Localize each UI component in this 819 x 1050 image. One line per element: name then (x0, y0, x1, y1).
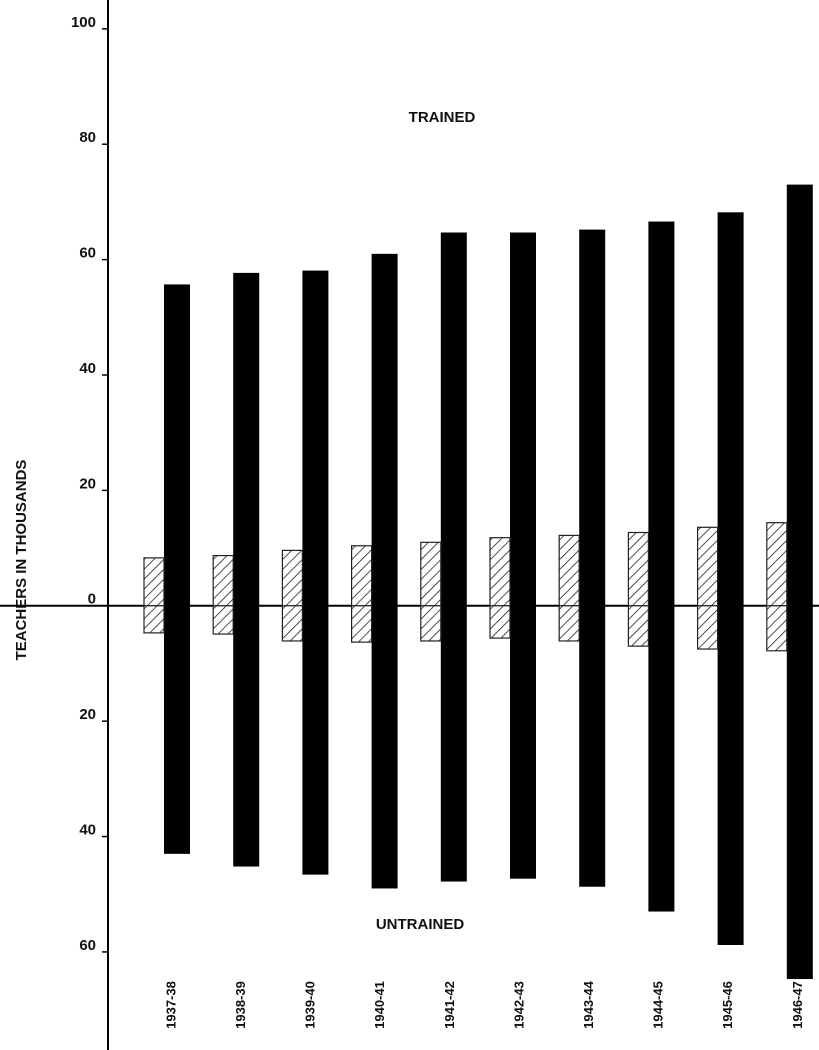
x-tick-label: 1940-41 (372, 981, 387, 1029)
bar (786, 605, 813, 980)
x-tick-label: 1946-47 (790, 981, 805, 1029)
x-tick-label: 1939-40 (303, 981, 318, 1029)
bar (489, 605, 511, 639)
bar (351, 545, 373, 607)
bar (579, 605, 606, 887)
y-tick-label: 40 (79, 822, 96, 839)
bar (281, 605, 303, 642)
y-tick-label: 20 (79, 706, 96, 723)
y-tick-label: 80 (79, 129, 96, 146)
bar (510, 605, 536, 879)
x-tick-label: 1938-39 (233, 981, 248, 1029)
bar (510, 232, 536, 606)
bar (627, 531, 650, 607)
bar (648, 221, 675, 606)
bar (440, 232, 467, 606)
x-tick-label: 1945-46 (720, 981, 735, 1029)
bar (371, 253, 398, 606)
bar (786, 184, 813, 606)
bar (143, 557, 165, 607)
y-tick-label: 60 (79, 245, 96, 262)
y-tick-label: 100 (71, 14, 96, 31)
bar (233, 272, 260, 606)
y-axis-label: TEACHERS IN THOUSANDS (13, 460, 30, 661)
bar (558, 534, 580, 607)
bar (212, 605, 234, 635)
bar (420, 541, 442, 607)
annotation: TRAINED (409, 109, 476, 126)
bar (164, 605, 190, 854)
y-tick-label: 20 (79, 475, 96, 492)
bar (558, 605, 580, 642)
bar (233, 605, 260, 867)
bar (766, 605, 788, 652)
x-tick-label: 1937-38 (163, 981, 178, 1029)
x-tick-label: 1944-45 (651, 981, 666, 1029)
bar (489, 537, 511, 607)
y-tick-label: 0 (88, 591, 96, 608)
bar (579, 229, 606, 606)
bar (440, 605, 467, 882)
bar (143, 605, 165, 634)
y-tick-label: 60 (79, 937, 96, 954)
y-tick-label: 40 (79, 360, 96, 377)
bar (164, 284, 190, 606)
bar (302, 605, 329, 875)
bar (717, 605, 744, 945)
bar (766, 522, 788, 607)
bar (420, 605, 442, 642)
x-tick-label: 1943-44 (581, 980, 596, 1028)
bar (648, 605, 675, 912)
bar (351, 605, 373, 643)
x-tick-label: 1941-42 (442, 981, 457, 1029)
bar (696, 605, 719, 650)
bar (627, 605, 650, 647)
bar (302, 270, 329, 606)
annotation: UNTRAINED (376, 916, 464, 933)
bar (281, 549, 303, 607)
bar (717, 212, 744, 606)
bar (696, 526, 719, 607)
bar (212, 554, 234, 607)
x-tick-label: 1942-43 (511, 981, 526, 1029)
bar (371, 605, 398, 889)
